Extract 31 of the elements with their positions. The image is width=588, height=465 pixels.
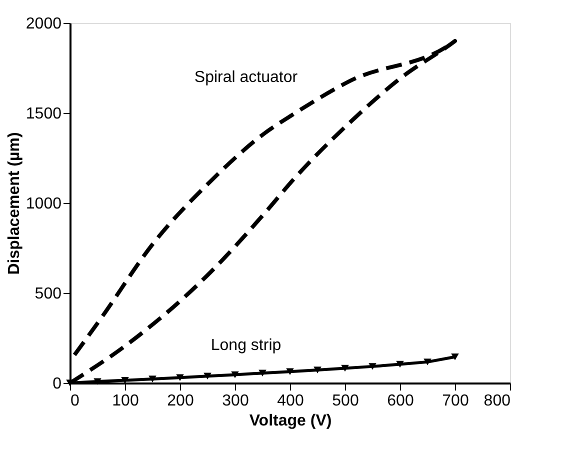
x-tick-label: 0	[70, 392, 80, 410]
point	[286, 368, 294, 376]
x-tick-label: 100	[112, 392, 139, 410]
point	[148, 376, 156, 382]
x-axis-title: Voltage (V)	[249, 412, 332, 430]
point	[451, 354, 459, 360]
point	[204, 372, 212, 380]
point	[176, 374, 184, 381]
annotation: Spiral actuator	[194, 69, 298, 86]
point	[396, 360, 404, 368]
y-tick-label: 500	[34, 286, 62, 302]
y-tick-label: 0	[52, 376, 62, 392]
point	[94, 378, 102, 385]
point	[314, 366, 322, 374]
point	[424, 358, 432, 366]
point	[368, 363, 376, 370]
y-tick-label: 2000	[26, 16, 62, 32]
x-tick-label: 300	[222, 392, 249, 410]
annotation: Long strip	[210, 337, 282, 354]
x-tick-label: 200	[167, 392, 194, 410]
point	[258, 370, 266, 376]
x-tick-label: 400	[277, 392, 304, 410]
x-tick-label: 700	[442, 392, 469, 410]
x-tick-label: 600	[387, 392, 414, 410]
y-tick-label: 1500	[26, 106, 62, 122]
point	[231, 371, 239, 378]
point	[341, 364, 349, 372]
x-tick-label: 800	[484, 392, 511, 410]
x-tick-label: 500	[332, 392, 359, 410]
y-tick-label: 1000	[26, 196, 62, 212]
y-axis-title: Displacement (µm)	[6, 132, 23, 275]
